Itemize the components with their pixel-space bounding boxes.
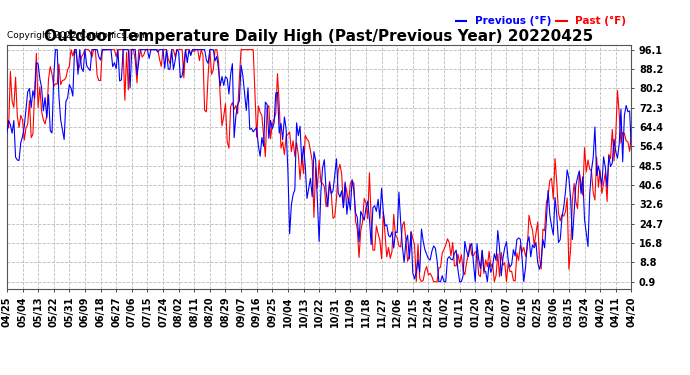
- Title: Outdoor Temperature Daily High (Past/Previous Year) 20220425: Outdoor Temperature Daily High (Past/Pre…: [44, 29, 594, 44]
- Text: Copyright 2022 Cartronics.com: Copyright 2022 Cartronics.com: [7, 31, 148, 40]
- Legend: Previous (°F), Past (°F): Previous (°F), Past (°F): [456, 16, 626, 26]
